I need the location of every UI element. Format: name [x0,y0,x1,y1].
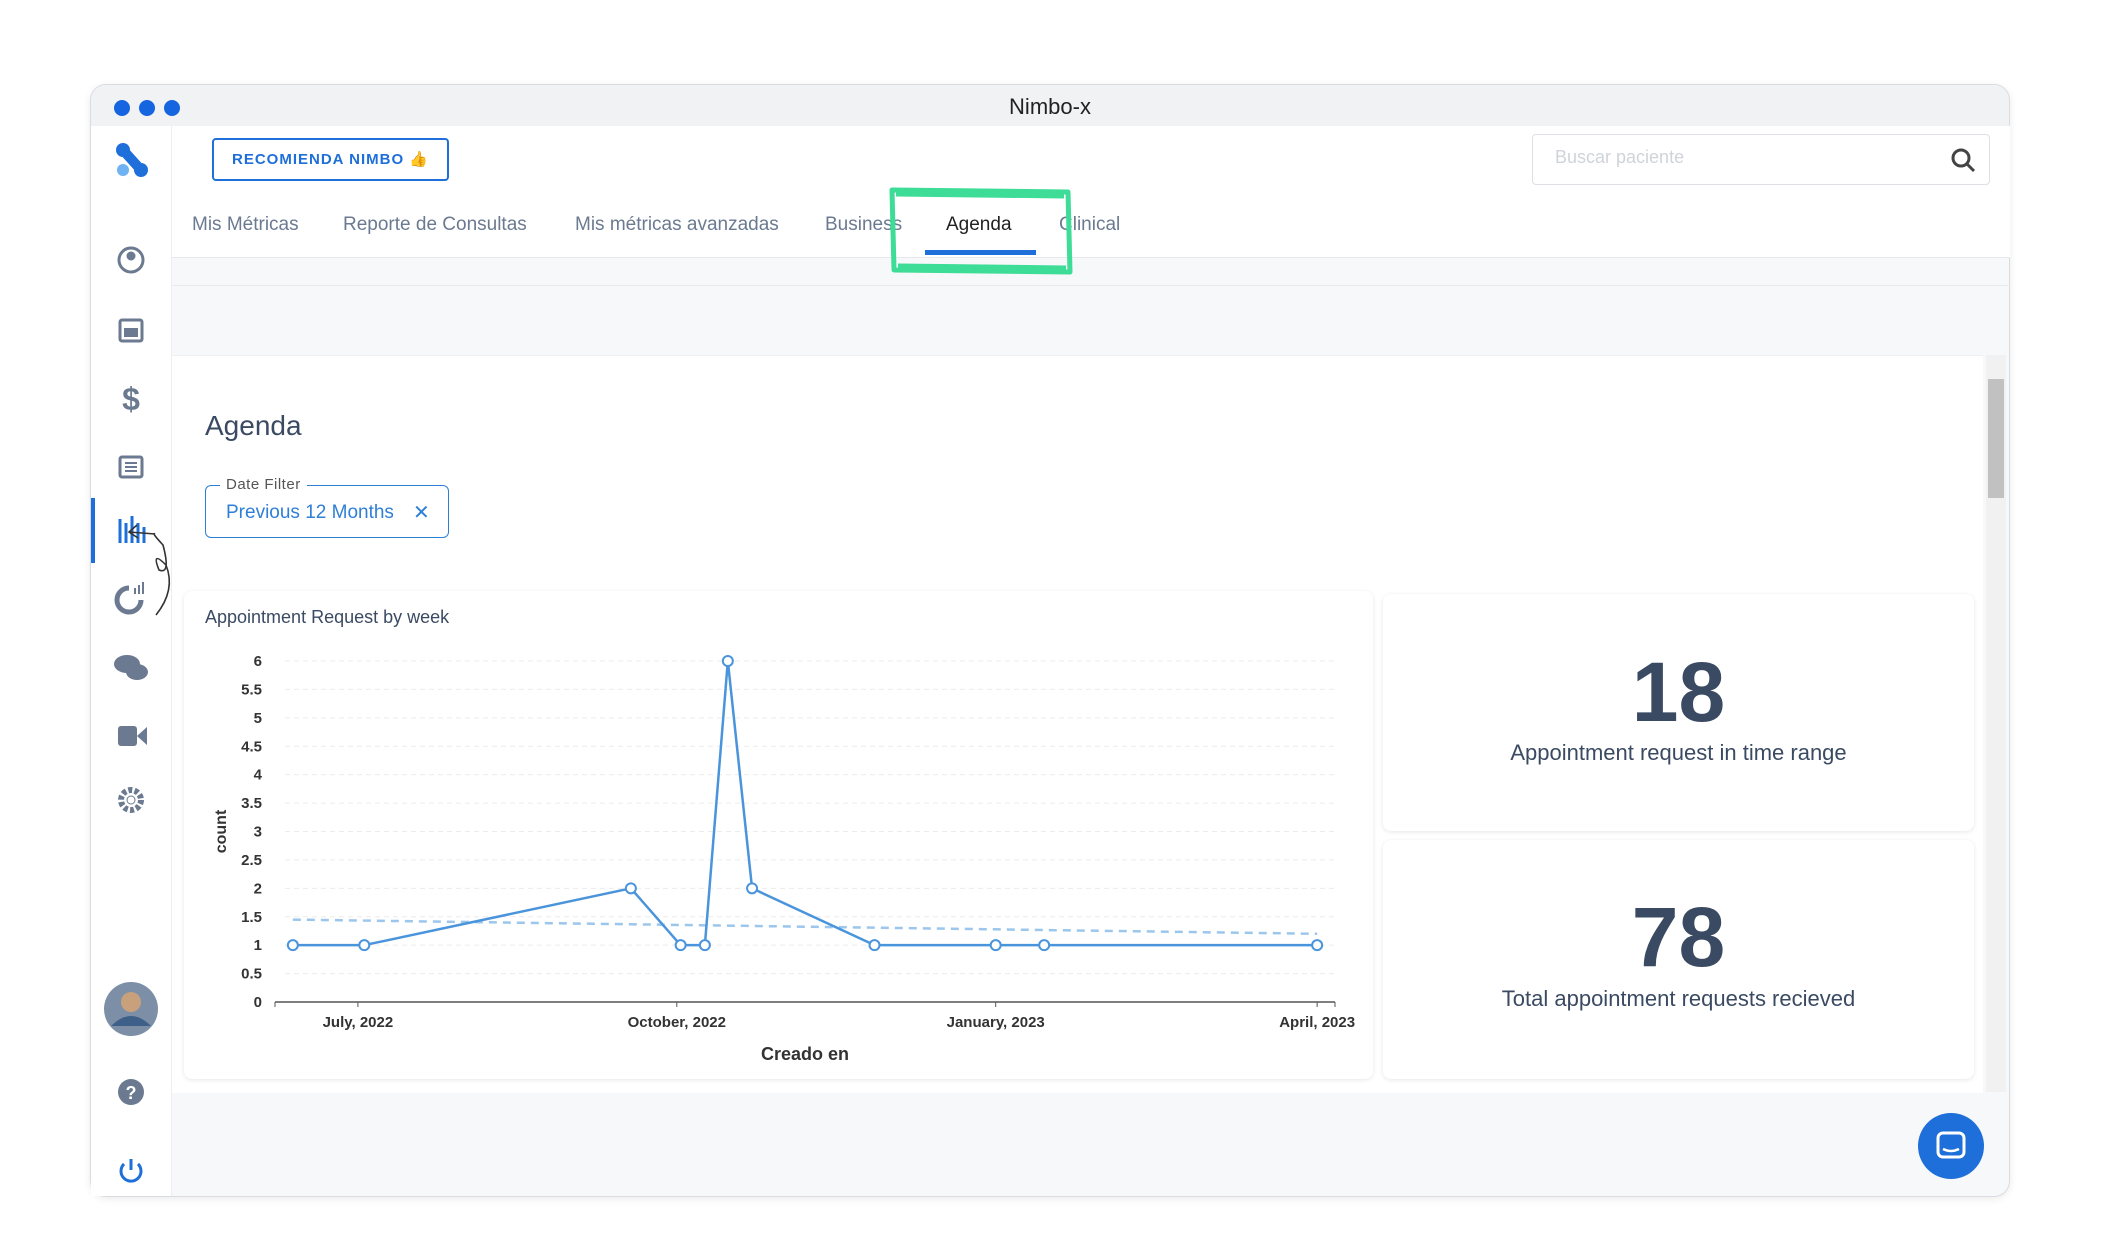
y-tick-label: 2 [254,880,262,897]
settings-icon[interactable] [118,787,144,813]
y-tick-label: 2.5 [241,852,262,869]
calendar-icon[interactable] [118,318,144,343]
data-point [746,882,759,895]
tab-bar [172,194,2010,258]
kpi-value: 18 [1631,645,1726,739]
data-point [721,655,734,667]
kpi-card: 78 Total appointment requests recieved [1383,840,1974,1079]
active-tab-underline [925,250,1036,255]
divider [172,285,2010,286]
y-tick-label: 0 [254,994,262,1011]
kpi-label: Total appointment requests recieved [1501,986,1856,1011]
x-tick-label: January, 2023 [947,1014,1045,1031]
tab[interactable]: Agenda [946,214,1012,235]
y-tick-label: 1 [254,937,262,954]
filter-clear[interactable]: ✕ [413,502,430,524]
data-point [286,939,299,952]
avatar[interactable] [104,982,158,1036]
y-tick-label: 3.5 [241,795,262,812]
window-title: Nimbo-x [1009,94,1091,119]
data-point [1038,939,1051,952]
chart-title: Appointment Request by week [205,607,450,627]
logout-icon[interactable] [119,1159,143,1183]
data-point [989,939,1002,952]
series-line [292,660,1318,947]
sidebar-icons: $ ? [104,143,158,1183]
search-placeholder: Buscar paciente [1555,147,1685,167]
window-controls [114,100,180,116]
tab[interactable]: Business [825,214,903,235]
logo[interactable] [116,143,148,177]
x-axis-label: Creado en [761,1044,849,1064]
annotation-arrow [127,524,171,616]
y-tick-label: 3 [254,824,262,841]
messages-icon[interactable] [114,655,148,680]
y-tick-label: 4.5 [241,738,262,755]
tab[interactable]: Mis Métricas [192,214,299,235]
data-point [868,939,881,952]
title-bar [91,85,2009,127]
filter-label: Date Filter [220,476,307,493]
y-tick-label: 6 [254,653,262,670]
search-box[interactable] [1532,134,1990,185]
y-tick-label: 0.5 [241,966,262,983]
filter-value: Previous 12 Months [226,502,394,523]
chart-card [184,591,1373,1079]
billing-icon[interactable]: $ [122,381,140,417]
y-tick-label: 1.5 [241,909,262,926]
data-point [624,882,637,895]
x-tick-label: April, 2023 [1279,1014,1355,1031]
data-point [698,939,711,952]
recommend-button[interactable]: RECOMIENDA NIMBO 👍 [212,138,449,181]
scrollbar-thumb[interactable] [1988,379,2004,498]
chart: Appointment Request by week 0 0.5 1 1.5 2 2.5 3… [205,607,1355,1064]
video-icon[interactable] [118,726,147,746]
records-icon[interactable] [118,455,144,479]
y-axis-label: count [213,809,230,853]
active-indicator [91,498,95,563]
trend-line [292,918,1318,936]
data-point [1311,939,1324,952]
kpi-card: 18 Appointment request in time range [1383,594,1974,831]
kpi-label: Appointment request in time range [1510,740,1847,765]
data-point [674,939,687,952]
data-point [358,939,371,952]
x-tick-label: July, 2022 [323,1014,394,1031]
chat-button[interactable] [1918,1113,1984,1179]
date-filter[interactable] [205,485,449,538]
scrollbar[interactable] [1986,355,2006,1092]
tab[interactable]: Reporte de Consultas [343,214,527,235]
search-icon[interactable] [1950,147,1976,173]
tab[interactable]: Mis métricas avanzadas [575,214,779,235]
page-heading: Agenda [205,410,302,441]
growth-icon[interactable] [114,582,144,615]
x-tick-label: October, 2022 [628,1014,726,1031]
svg-text:?: ? [126,1083,137,1103]
y-tick-label: 5 [254,710,262,727]
help-icon[interactable]: ? [118,1079,144,1105]
kpi-value: 78 [1631,890,1726,984]
highlight-box [889,187,1073,275]
patients-icon[interactable] [117,246,145,274]
y-tick-label: 5.5 [241,681,262,698]
y-tick-label: 4 [254,767,263,784]
tab[interactable]: Clinical [1059,214,1121,235]
